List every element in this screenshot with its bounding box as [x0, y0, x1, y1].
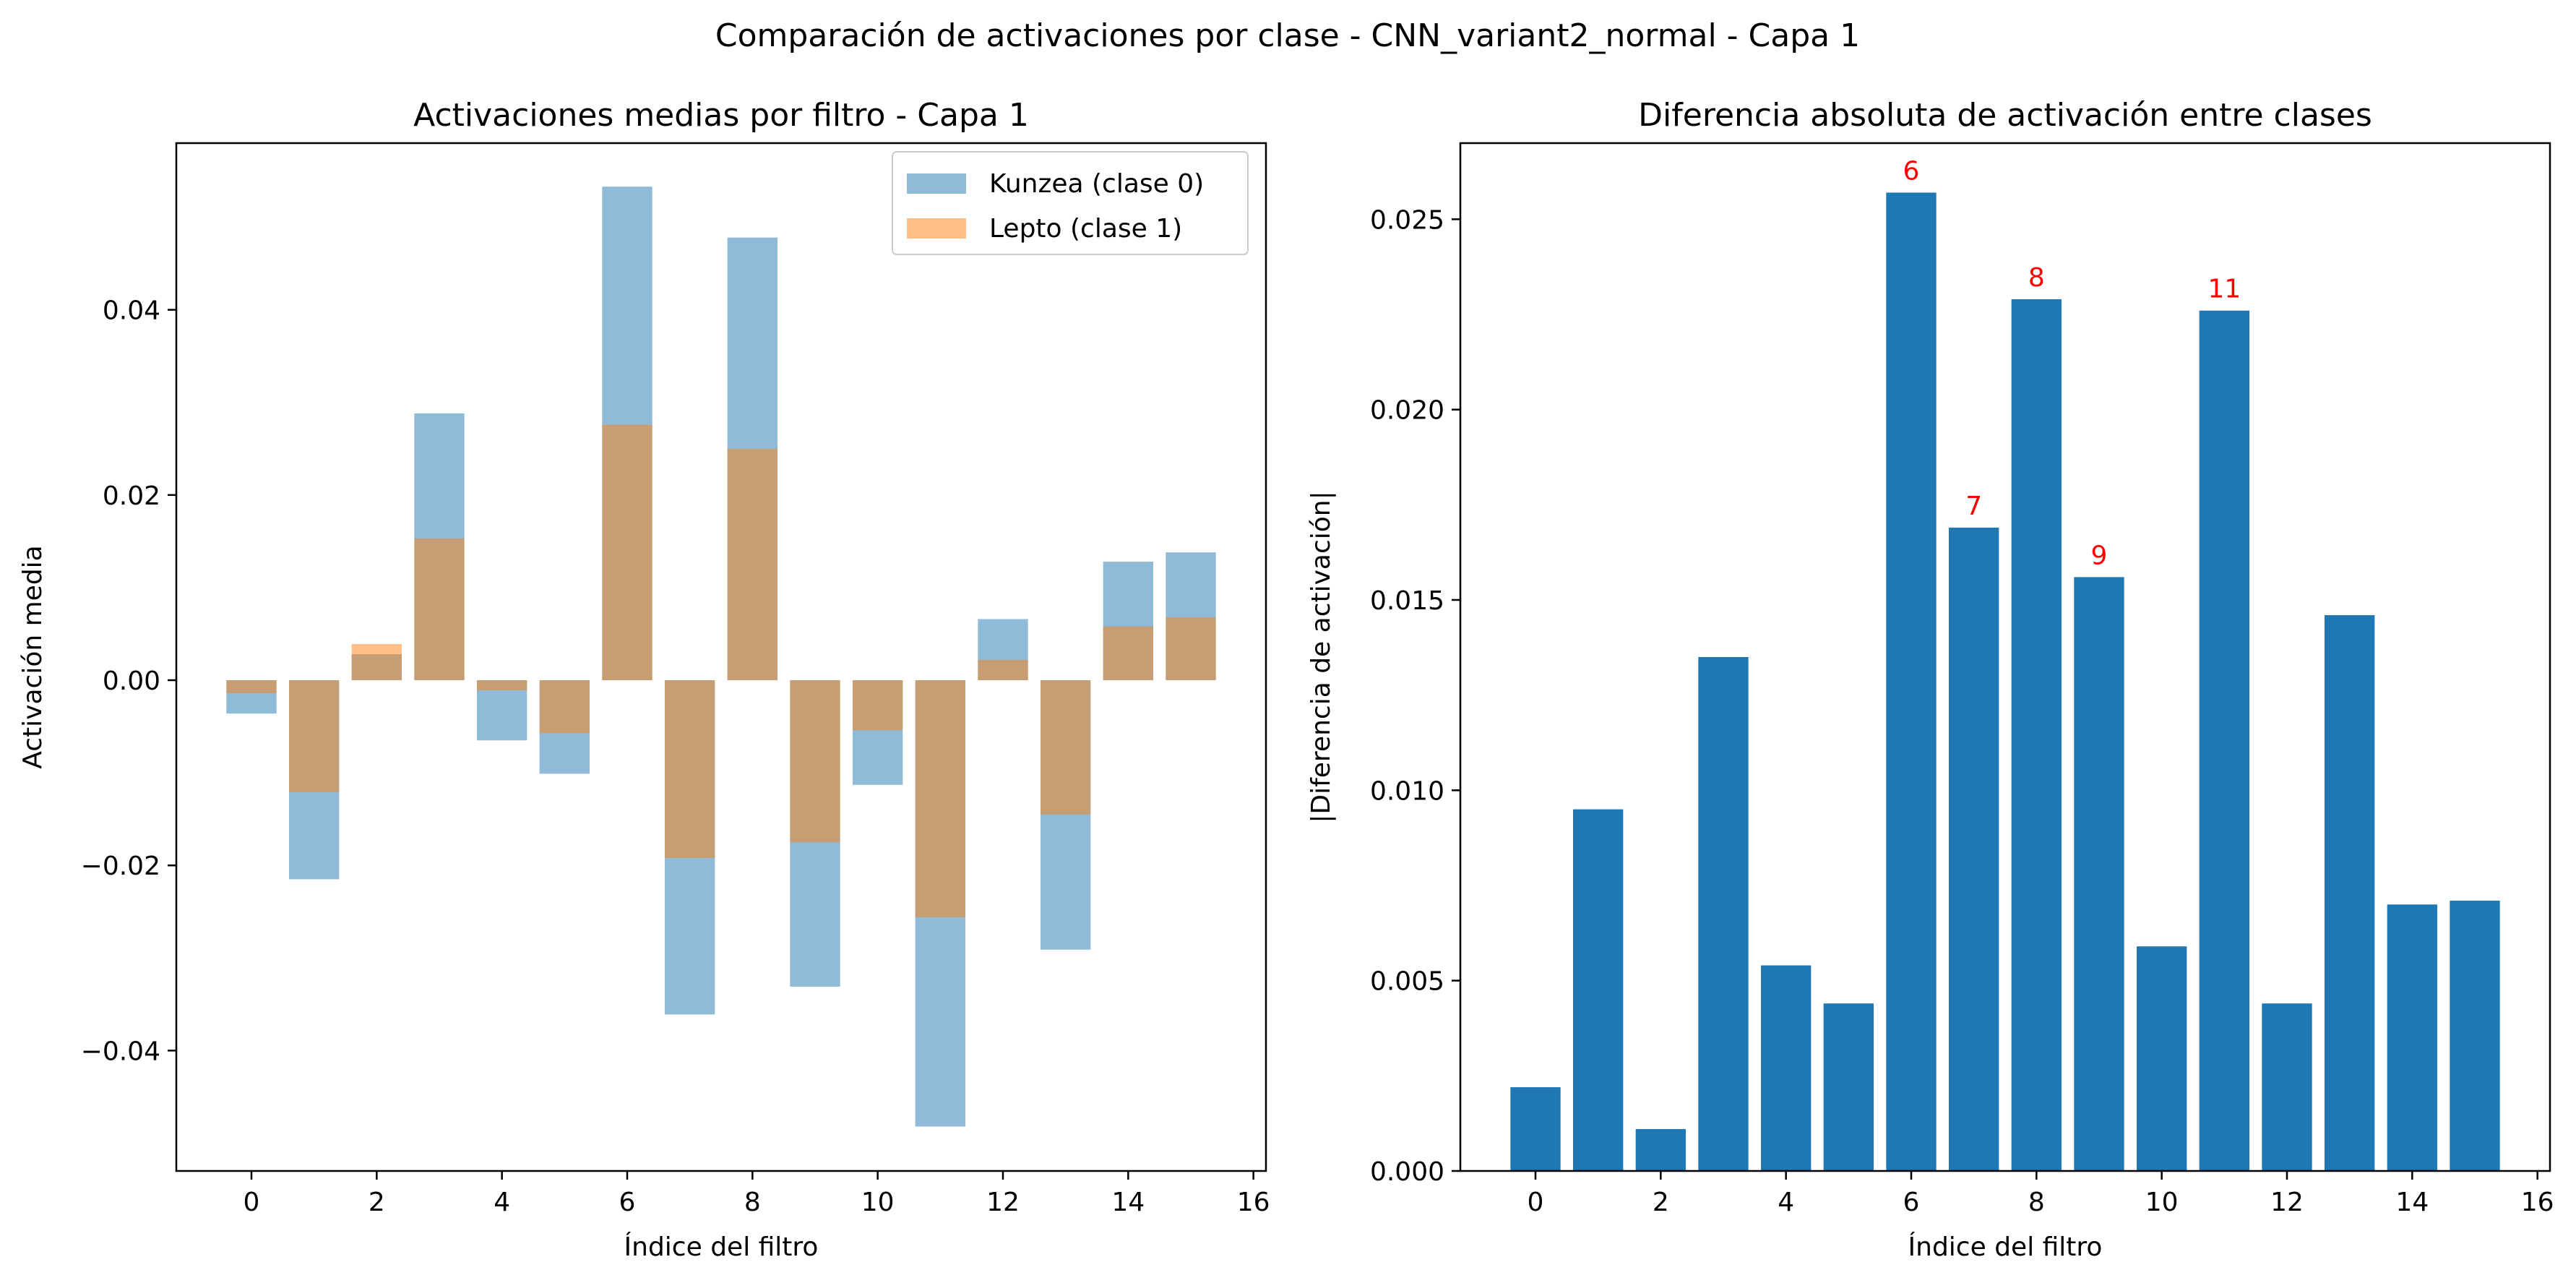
- x-tick-label: 0: [1528, 1188, 1544, 1217]
- bar-series-1-filter-7: [665, 680, 715, 858]
- legend-swatch: [907, 173, 966, 194]
- bar-filter-8: [2011, 299, 2062, 1171]
- bar-filter-7: [1949, 527, 1999, 1171]
- y-axis-label: |Diferencia de activación|: [1306, 491, 1336, 823]
- axes-frame: [175, 142, 1267, 1172]
- bars: [226, 186, 1216, 1127]
- bar-filter-3: [1698, 657, 1749, 1171]
- x-tick-label: 6: [619, 1188, 636, 1217]
- bar-series-1-filter-0: [226, 680, 277, 693]
- legend-label: Kunzea (clase 0): [989, 169, 1204, 199]
- bar-annotation-label: 7: [1965, 492, 1982, 521]
- bar-filter-9: [2074, 577, 2124, 1171]
- bar-filter-2: [1635, 1129, 1686, 1171]
- x-tick-label: 14: [1111, 1188, 1145, 1217]
- bar-series-1-filter-3: [414, 538, 465, 681]
- bar-filter-5: [1823, 1003, 1874, 1171]
- bar-filter-12: [2262, 1003, 2312, 1171]
- x-tick-label: 4: [494, 1188, 510, 1217]
- bar-filter-4: [1761, 965, 1812, 1171]
- x-tick-label: 14: [2395, 1188, 2429, 1217]
- bars: [1510, 192, 2500, 1171]
- y-tick-label: 0.020: [1370, 396, 1444, 426]
- y-tick-label: 0.025: [1370, 205, 1444, 235]
- x-tick-label: 8: [2028, 1188, 2045, 1217]
- chart-title: Diferencia absoluta de activación entre …: [1638, 97, 2372, 134]
- y-tick-label: −0.04: [81, 1037, 160, 1066]
- bar-annotation-label: 8: [2028, 263, 2045, 293]
- left-chart-panel: Activaciones medias por filtro - Capa 1 0…: [18, 97, 1270, 1262]
- legend-box: [892, 151, 1249, 255]
- bar-series-1-filter-9: [790, 680, 840, 843]
- x-tick-label: 12: [2270, 1188, 2304, 1217]
- bar-series-1-filter-4: [477, 680, 527, 691]
- axes-frame: [1459, 142, 2551, 1172]
- bar-series-1-filter-8: [727, 448, 777, 681]
- bar-series-1-filter-11: [915, 680, 965, 917]
- bar-annotation-label: 9: [2091, 541, 2108, 570]
- bar-series-1-filter-13: [1041, 680, 1091, 815]
- x-tick-label: 4: [1778, 1188, 1794, 1217]
- legend-swatch: [907, 218, 966, 239]
- bar-series-1-filter-1: [289, 680, 340, 793]
- x-tick-label: 16: [2521, 1188, 2554, 1217]
- bar-filter-11: [2199, 310, 2249, 1171]
- bar-filter-6: [1886, 192, 1937, 1171]
- x-tick-label: 16: [1237, 1188, 1270, 1217]
- x-axis-label: Índice del filtro: [1908, 1232, 2103, 1262]
- legend-label: Lepto (clase 1): [989, 214, 1182, 244]
- y-tick-label: 0.000: [1370, 1157, 1444, 1187]
- bar-filter-10: [2137, 946, 2187, 1171]
- bar-series-1-filter-6: [602, 424, 652, 681]
- y-axis-label: Activación media: [18, 545, 48, 768]
- bar-annotation-label: 6: [1903, 156, 1920, 186]
- bar-filter-0: [1510, 1087, 1561, 1171]
- right-chart-panel: Diferencia absoluta de activación entre …: [1306, 97, 2554, 1262]
- y-tick-label: −0.02: [81, 851, 160, 881]
- x-tick-label: 2: [1653, 1188, 1669, 1217]
- bar-filter-14: [2387, 904, 2437, 1171]
- x-tick-label: 10: [2145, 1188, 2179, 1217]
- bar-filter-1: [1573, 809, 1624, 1171]
- bar-series-1-filter-12: [978, 659, 1028, 681]
- y-tick-label: 0.010: [1370, 776, 1444, 806]
- x-tick-label: 10: [861, 1188, 895, 1217]
- y-tick-label: 0.015: [1370, 586, 1444, 616]
- y-tick-label: 0.02: [103, 481, 160, 511]
- bar-filter-13: [2325, 615, 2375, 1171]
- figure-suptitle: Comparación de activaciones por clase - …: [715, 17, 1860, 54]
- y-tick-label: 0.005: [1370, 967, 1444, 997]
- x-tick-label: 8: [744, 1188, 761, 1217]
- x-tick-label: 6: [1903, 1188, 1920, 1217]
- bar-filter-15: [2450, 901, 2500, 1171]
- x-tick-label: 2: [369, 1188, 385, 1217]
- chart-title: Activaciones medias por filtro - Capa 1: [413, 97, 1029, 134]
- y-tick-label: 0.04: [103, 296, 160, 326]
- y-tick-label: 0.00: [103, 666, 160, 696]
- x-tick-label: 12: [986, 1188, 1020, 1217]
- bar-annotation-label: 11: [2207, 275, 2241, 304]
- bar-series-1-filter-15: [1166, 617, 1216, 681]
- bar-series-1-filter-2: [351, 644, 402, 681]
- bar-series-1-filter-10: [853, 680, 903, 731]
- legend: Kunzea (clase 0) Lepto (clase 1): [892, 151, 1249, 255]
- x-tick-label: 0: [244, 1188, 260, 1217]
- bar-series-1-filter-5: [539, 680, 590, 734]
- bar-series-1-filter-14: [1103, 626, 1153, 681]
- x-axis-label: Índice del filtro: [624, 1232, 819, 1262]
